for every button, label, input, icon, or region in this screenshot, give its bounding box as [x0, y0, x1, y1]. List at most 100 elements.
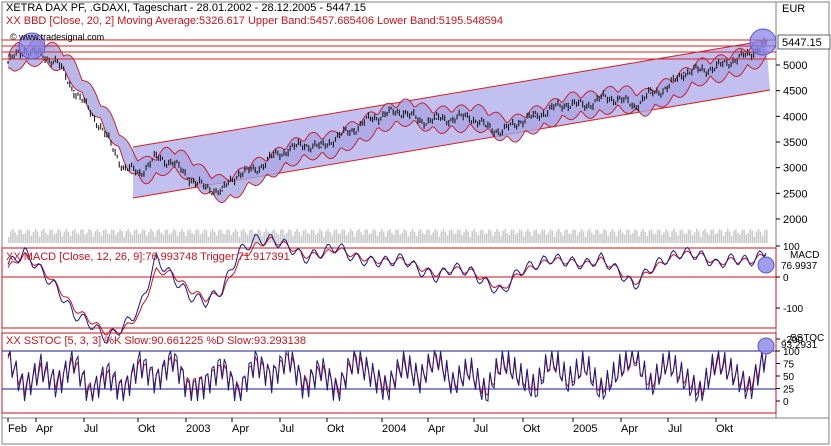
volume-bar	[36, 231, 39, 243]
volume-bar	[687, 229, 690, 243]
volume-bar	[240, 230, 243, 243]
price-point	[600, 97, 603, 100]
volume-bar	[516, 232, 519, 243]
volume-bar	[582, 231, 585, 243]
volume-bar	[663, 232, 665, 243]
volume-bar	[314, 234, 317, 243]
volume-bar	[290, 230, 292, 243]
volume-bar	[471, 230, 474, 243]
volume-bar	[366, 229, 369, 243]
volume-bar	[294, 231, 296, 243]
volume-bar	[566, 229, 568, 243]
volume-bar	[57, 229, 60, 243]
volume-bar	[543, 229, 546, 243]
volume-bar	[26, 229, 29, 243]
volume-bar	[489, 230, 492, 243]
price-point	[649, 92, 652, 95]
volume-bar	[671, 231, 673, 243]
volume-bar	[457, 229, 459, 243]
price-point	[616, 97, 619, 100]
volume-bar	[512, 229, 515, 243]
volume-bar	[658, 229, 661, 243]
volume-bar	[166, 229, 169, 243]
volume-bar	[360, 232, 362, 243]
volume-bar	[185, 236, 187, 243]
price-point	[122, 166, 125, 169]
volume-bar	[759, 231, 762, 243]
volume-bar	[20, 229, 22, 243]
volume-bar	[71, 230, 74, 243]
volume-bar	[370, 233, 373, 243]
volume-bar	[292, 236, 294, 243]
volume-bar	[599, 234, 601, 243]
volume-bar	[415, 235, 418, 243]
volume-bar	[195, 229, 198, 243]
price-axis-ticks: 2000 2500 3000 3500 4000 4500 5000	[776, 60, 807, 226]
time-tick-label: Jul	[474, 423, 488, 435]
volume-bar	[218, 230, 220, 243]
stochastic-tick-label: 100	[783, 347, 800, 358]
price-point	[402, 110, 405, 112]
volume-bar	[570, 233, 572, 243]
stochastic-tick-label: 25	[783, 385, 795, 396]
volume-bar	[246, 235, 249, 243]
time-tick-label: Okt	[327, 423, 344, 435]
volume-bar	[98, 232, 101, 243]
volume-bar	[189, 229, 191, 243]
volume-bar	[8, 237, 10, 243]
volume-bar	[368, 234, 371, 243]
volume-bar	[619, 229, 622, 243]
volume-bar	[391, 232, 393, 243]
volume-bar	[162, 234, 165, 243]
volume-bar	[32, 232, 35, 243]
volume-bar	[508, 234, 511, 243]
volume-bar	[211, 229, 214, 243]
volume-bar	[463, 232, 465, 243]
price-point	[171, 161, 174, 164]
volume-bar	[137, 233, 140, 243]
volume-bar	[82, 229, 84, 243]
volume-bar	[601, 233, 603, 243]
price-point	[320, 146, 322, 148]
volume-bar	[617, 230, 620, 243]
volume-bar	[535, 229, 537, 243]
volume-bar	[160, 232, 163, 243]
volume-bar	[747, 232, 750, 243]
trend-channel-upper-line	[132, 39, 771, 148]
time-tick-label: Apr	[428, 423, 445, 435]
time-tick-label: Jul	[280, 423, 294, 435]
volume-bar	[319, 229, 321, 243]
volume-bar	[434, 229, 436, 243]
volume-bar	[30, 235, 33, 243]
volume-bar	[766, 229, 768, 243]
volume-bar	[168, 234, 171, 243]
volume-bar	[426, 229, 428, 243]
price-point	[7, 61, 9, 64]
volume-bar	[698, 231, 700, 243]
volume-bar	[607, 235, 609, 243]
macd-highlight-circle	[757, 256, 775, 274]
volume-bar	[613, 231, 616, 243]
volume-bar	[714, 234, 717, 243]
volume-bar	[555, 231, 558, 243]
volume-bar	[387, 230, 389, 243]
volume-bar	[139, 233, 142, 243]
volume-bar	[718, 229, 721, 243]
volume-bar	[450, 229, 453, 243]
volume-bar	[592, 235, 595, 243]
volume-bar	[115, 235, 117, 243]
volume-bar	[40, 230, 43, 243]
volume-bar	[263, 231, 266, 243]
volume-bar	[22, 233, 25, 243]
volume-bar	[522, 236, 525, 243]
volume-bar	[230, 235, 233, 243]
volume-bar	[702, 230, 704, 243]
volume-bar	[473, 229, 476, 243]
volume-bar	[312, 229, 315, 243]
volume-bar	[273, 229, 276, 243]
volume-bar	[141, 229, 144, 243]
macd-panel-frame	[1, 247, 777, 329]
price-point	[715, 66, 718, 69]
volume-bar	[117, 232, 119, 243]
